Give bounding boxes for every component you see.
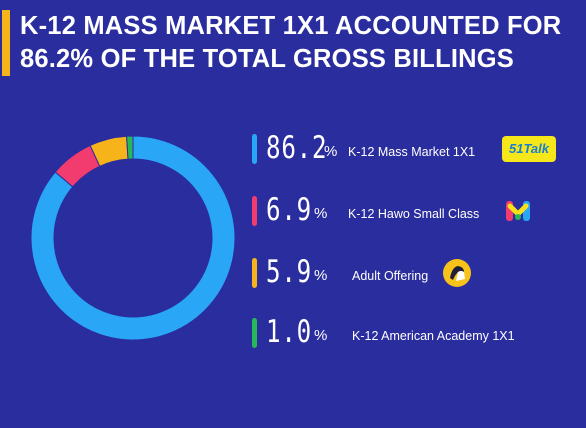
legend-percent-sign: %	[314, 267, 328, 284]
legend-row-k12-hawo: 6.9 % K-12 Hawo Small Class	[252, 190, 582, 230]
legend-swatch	[252, 318, 257, 348]
legend-label: Adult Offering	[352, 269, 429, 283]
legend-swatch	[252, 134, 257, 164]
legend-value: 5.9	[266, 254, 313, 290]
donut-slice-k-12-american-academy-1x1	[126, 135, 134, 160]
legend-row-k12-american-academy: 1.0 % K-12 American Academy 1X1	[252, 312, 582, 352]
51talk-logo: 51Talk	[502, 136, 556, 162]
title-line-1: K-12 MASS MARKET 1X1 ACCOUNTED FOR	[20, 12, 562, 40]
legend-label: K-12 Mass Market 1X1	[348, 145, 476, 159]
donut-slice-k-12-mass-market-1x1	[30, 135, 236, 341]
legend-label: K-12 Hawo Small Class	[348, 207, 480, 221]
page-title: K-12 MASS MARKET 1X1 ACCOUNTED FOR 86.2%…	[20, 10, 580, 76]
title-accent-bar	[2, 10, 10, 76]
legend-percent-sign: %	[314, 327, 328, 344]
legend-value: 6.9	[266, 192, 313, 228]
hawo-logo-icon	[506, 201, 530, 221]
title-line-2: 86.2% OF THE TOTAL GROSS BILLINGS	[20, 45, 515, 73]
legend-swatch	[252, 258, 257, 288]
legend-row-k12-mass-market: 86.2 % K-12 Mass Market 1X1 51Talk	[252, 128, 582, 168]
legend-swatch	[252, 196, 257, 226]
legend-row-adult-offering: 5.9 % Adult Offering	[252, 252, 582, 292]
legend-label: K-12 American Academy 1X1	[352, 329, 515, 343]
adult-offering-icon	[443, 259, 471, 287]
legend-value: 86.2	[266, 130, 328, 166]
legend-percent-sign: %	[314, 205, 328, 222]
legend-value: 1.0	[266, 314, 313, 350]
legend-percent-sign: %	[324, 143, 338, 160]
